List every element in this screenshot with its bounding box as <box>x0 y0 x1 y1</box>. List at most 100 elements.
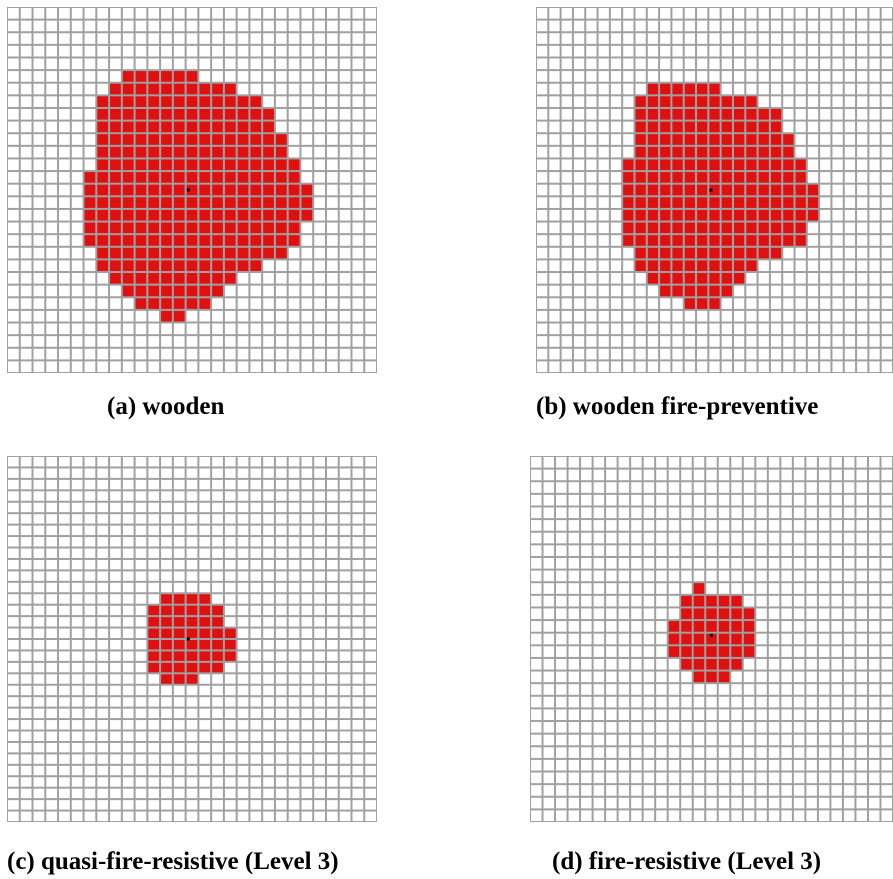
grid-cell <box>326 720 338 730</box>
grid-cell <box>339 811 351 821</box>
grid-cell <box>20 559 32 570</box>
grid-cell <box>857 172 868 183</box>
burned-cell <box>731 621 742 632</box>
grid-cell <box>857 20 868 32</box>
grid-cell <box>856 494 867 506</box>
grid-cell <box>122 685 134 696</box>
grid-cell <box>8 765 19 776</box>
burned-cell <box>635 209 646 221</box>
grid-cell <box>783 121 794 133</box>
grid-cell <box>706 684 717 695</box>
grid-cell <box>339 159 351 171</box>
grid-cell <box>561 310 572 322</box>
grid-cell <box>339 71 351 82</box>
grid-cell <box>793 457 805 468</box>
grid-cell <box>586 361 597 372</box>
grid-cell <box>314 146 325 158</box>
grid-cell <box>122 617 134 627</box>
grid-cell <box>46 491 58 501</box>
grid-cell <box>668 557 680 569</box>
grid-cell <box>610 96 622 107</box>
grid-cell <box>598 134 609 145</box>
grid-cell <box>556 633 567 645</box>
grid-cell <box>84 71 96 82</box>
grid-cell <box>756 671 767 683</box>
grid-cell <box>843 646 855 657</box>
grid-cell <box>635 45 646 57</box>
grid-cell <box>807 247 819 259</box>
grid-cell <box>631 595 642 607</box>
grid-cell <box>59 777 70 787</box>
grid-cell <box>843 696 855 708</box>
grid-cell <box>573 159 585 171</box>
grid-cell <box>71 502 83 513</box>
grid-cell <box>843 671 855 683</box>
grid-cell <box>275 708 287 719</box>
grid-cell <box>781 557 792 569</box>
grid-cell <box>868 810 880 821</box>
grid-cell <box>832 336 843 347</box>
grid-cell <box>561 159 572 171</box>
grid-cell <box>731 734 742 746</box>
grid-cell <box>581 658 592 670</box>
grid-cell <box>869 310 880 322</box>
grid-cell <box>610 336 622 347</box>
grid-cell <box>668 583 680 594</box>
grid-cell <box>606 469 617 481</box>
grid-cell <box>339 754 351 764</box>
grid-cell <box>656 772 667 784</box>
caption-c: (c) quasi-fire-resistive (Level 3) <box>7 848 339 875</box>
grid-cell <box>656 671 667 683</box>
grid-cell <box>263 731 274 741</box>
grid-cell <box>869 108 880 120</box>
grid-cell <box>135 800 147 810</box>
grid-cell <box>756 557 767 569</box>
grid-cell <box>199 361 211 372</box>
grid-cell <box>623 260 634 272</box>
burned-cell <box>807 197 819 208</box>
grid-cell <box>110 58 121 70</box>
grid-cell <box>770 58 782 70</box>
grid-cell <box>71 514 83 524</box>
grid-cell <box>314 777 325 787</box>
grid-cell <box>768 482 780 493</box>
grid-cell <box>806 734 817 746</box>
grid-cell <box>844 121 856 133</box>
grid-cell <box>110 594 121 604</box>
burned-cell <box>709 273 720 284</box>
burned-cell <box>706 595 717 607</box>
grid-cell <box>647 323 659 335</box>
grid-cell <box>352 582 364 593</box>
grid-cell <box>568 570 580 582</box>
grid-cell <box>46 247 58 259</box>
grid-cell <box>598 298 609 309</box>
grid-cell <box>135 336 147 347</box>
burned-cell <box>647 209 659 221</box>
grid-cell <box>352 640 364 650</box>
burned-cell <box>148 662 160 673</box>
grid-cell <box>161 45 172 57</box>
grid-cell <box>339 594 351 604</box>
grid-cell <box>531 734 542 746</box>
grid-cell <box>173 468 185 478</box>
burned-cell <box>199 640 211 650</box>
grid-cell <box>832 197 843 208</box>
grid-cell <box>84 685 96 696</box>
burned-cell <box>660 146 671 158</box>
grid-cell <box>806 608 817 620</box>
grid-cell <box>631 583 642 594</box>
grid-cell <box>586 285 597 297</box>
grid-cell <box>224 605 236 616</box>
burned-cell <box>224 121 236 133</box>
grid-cell <box>326 8 338 19</box>
burned-cell <box>186 617 198 627</box>
grid-cell <box>783 348 794 360</box>
grid-cell <box>33 235 45 246</box>
burned-cell <box>693 608 705 620</box>
grid-cell <box>581 646 592 657</box>
grid-cell <box>314 525 325 536</box>
grid-cell <box>531 482 542 493</box>
grid-cell <box>288 765 300 776</box>
grid-cell <box>135 674 147 684</box>
grid-cell <box>743 684 755 695</box>
